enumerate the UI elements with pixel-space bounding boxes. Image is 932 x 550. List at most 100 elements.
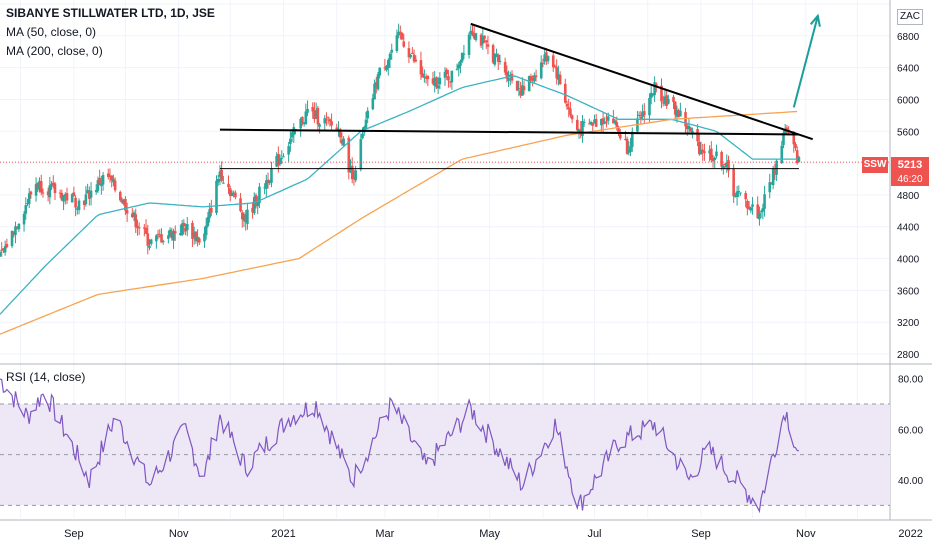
candle-body	[146, 233, 150, 246]
candle-body	[323, 118, 327, 124]
candle-body	[340, 139, 344, 144]
candle-body	[450, 70, 454, 83]
candle-body	[519, 90, 522, 96]
candle-body	[527, 76, 531, 92]
price-tick-label: 6800	[897, 32, 920, 43]
candle-body	[239, 198, 242, 212]
candle-body	[170, 231, 174, 239]
candle-body	[359, 139, 363, 170]
price-tick-label: 6400	[897, 64, 920, 75]
price-tick-label: 3600	[897, 286, 920, 297]
price-tick-label: 3200	[897, 318, 920, 329]
candle-body	[185, 224, 189, 231]
candle-body	[448, 81, 452, 83]
candle-body	[594, 119, 598, 127]
candle-body	[474, 33, 478, 40]
candle-body	[517, 88, 521, 90]
candle-body	[86, 189, 89, 194]
candle-body	[445, 69, 449, 75]
candle-body	[575, 119, 579, 131]
candle-body	[495, 53, 498, 56]
candle-body	[775, 160, 778, 175]
candle-body	[710, 148, 713, 160]
candle-body	[302, 122, 306, 124]
candle-body	[160, 234, 163, 243]
chart-title: SIBANYE STILLWATER LTD, 1D, JSE	[6, 6, 215, 20]
candle-body	[354, 170, 357, 181]
candle-body	[275, 156, 278, 167]
candle-body	[643, 111, 646, 116]
candle-body	[792, 131, 796, 145]
candle-body	[759, 211, 763, 213]
candle-body	[782, 132, 785, 146]
candle-body	[347, 137, 351, 173]
candle-body	[630, 131, 634, 147]
candle-body	[761, 208, 765, 212]
candle-body	[53, 183, 57, 194]
candle-body	[0, 251, 2, 257]
candle-body	[328, 119, 332, 122]
candle-body	[617, 128, 620, 133]
rsi-band-fill	[0, 404, 890, 506]
candle-body	[364, 119, 368, 128]
candle-body	[337, 129, 340, 131]
candle-body	[208, 209, 211, 218]
candle-body	[256, 200, 260, 207]
candle-body	[228, 188, 232, 196]
candle-body	[785, 127, 789, 130]
candle-body	[82, 200, 86, 206]
candle-body	[711, 158, 715, 162]
candle-body	[651, 94, 655, 96]
candle-body	[266, 179, 270, 184]
candle-body	[112, 178, 115, 183]
candle-body	[467, 34, 471, 55]
candle-body	[589, 122, 593, 125]
candle-body	[77, 200, 81, 211]
trendline-annotation	[219, 128, 799, 136]
candle-body	[588, 123, 591, 125]
candle-body	[376, 74, 380, 90]
candle-body	[655, 83, 658, 86]
candle-body	[510, 73, 514, 81]
candle-body	[74, 197, 77, 208]
candle-body	[672, 96, 675, 103]
candle-body	[84, 194, 88, 205]
candle-body	[739, 192, 742, 194]
candle-body	[667, 99, 670, 104]
candle-body	[471, 31, 474, 36]
candle-body	[350, 165, 354, 180]
candle-body	[660, 85, 663, 102]
candle-body	[395, 35, 399, 52]
time-tick-label: Sep	[64, 528, 84, 540]
candle-body	[70, 194, 74, 203]
candle-body	[773, 171, 777, 174]
candle-body	[192, 232, 196, 237]
candle-body	[720, 151, 723, 167]
candle-body	[203, 233, 206, 242]
candle-body	[491, 45, 495, 63]
candle-body	[352, 177, 356, 179]
ma50-line	[0, 75, 798, 315]
candle-body	[36, 183, 40, 189]
trendline-annotation	[470, 22, 814, 141]
candle-body	[725, 162, 729, 168]
candle-body	[216, 179, 220, 183]
candle-body	[713, 157, 717, 160]
candle-body	[484, 40, 488, 43]
candle-body	[268, 180, 272, 183]
candle-body	[335, 127, 339, 132]
candle-body	[541, 62, 545, 64]
candle-body	[167, 235, 170, 239]
candle-body	[366, 110, 369, 119]
candle-body	[361, 133, 364, 139]
candle-body	[246, 209, 249, 224]
candle-body	[278, 158, 282, 165]
candle-body	[210, 207, 213, 213]
candle-body	[433, 77, 436, 86]
candle-body	[184, 227, 187, 232]
candle-body	[98, 178, 101, 186]
candle-body	[697, 141, 701, 155]
candle-body	[555, 67, 558, 79]
candle-body	[397, 31, 400, 36]
